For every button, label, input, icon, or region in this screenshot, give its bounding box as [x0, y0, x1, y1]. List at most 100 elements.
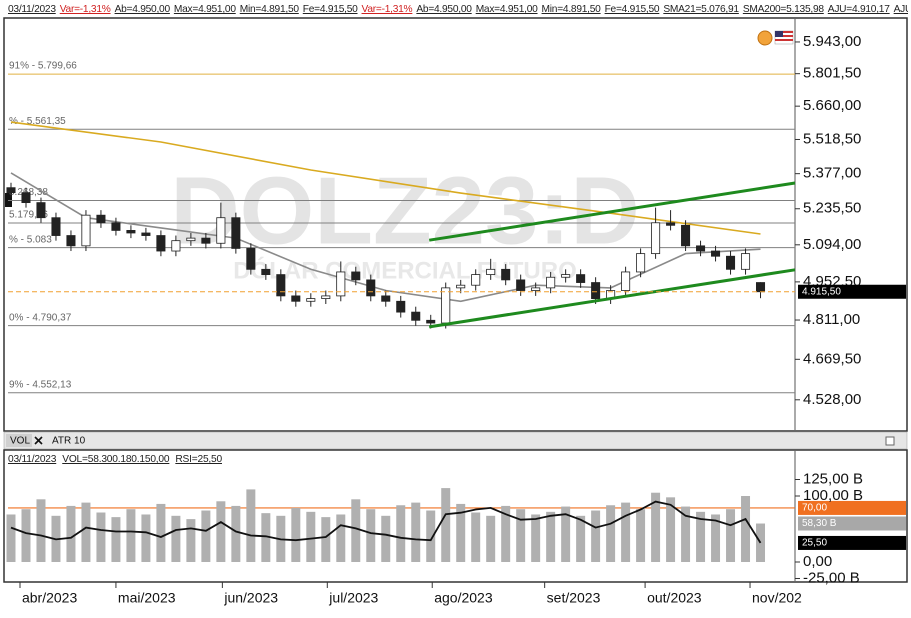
candle-body — [681, 224, 691, 247]
y-tick-label: 5.377,00 — [803, 165, 861, 182]
quote-header: 03/11/2023 Var=-1,31% Ab=4.950,00 Max=4.951… — [8, 4, 908, 15]
panel-maximize-icon[interactable] — [885, 436, 895, 446]
volume-bar — [366, 509, 376, 562]
volume-bar — [261, 513, 271, 562]
volume-bar — [66, 505, 76, 562]
volume-bar — [561, 506, 571, 562]
candle-body — [696, 245, 706, 252]
candle-body — [531, 287, 541, 291]
candle-body — [186, 237, 196, 242]
volume-bar — [726, 509, 736, 562]
candle-body — [6, 187, 16, 194]
rsi-line — [10, 500, 762, 544]
last-value-box — [798, 516, 906, 531]
fib-label: 0% - 4.790,37 — [9, 312, 72, 323]
candle-body — [231, 217, 241, 249]
indicator-header: 03/11/2023 VOL=58.300.180.150,00 RSI=25,50 — [8, 454, 228, 465]
candle-body — [381, 295, 391, 302]
volume-bar — [441, 488, 451, 562]
candle-body — [471, 274, 481, 286]
candle-body — [351, 271, 361, 281]
quote-field: SMA21=5.076,91 — [663, 4, 739, 15]
x-tick-label: jun/2023 — [223, 590, 278, 606]
candle-body — [276, 274, 286, 297]
candle-body — [501, 268, 511, 281]
last-value-label: 25,50 — [802, 538, 827, 549]
quote-field: Var=-1,31% — [361, 4, 413, 15]
volume-bar — [471, 512, 481, 562]
y-tick-label: 4.528,00 — [803, 391, 861, 408]
candle-body — [36, 202, 46, 219]
volume-bar — [741, 496, 751, 562]
y2-tick-label: 70,00 — [802, 503, 827, 514]
quote-field: Var=-1,31% — [59, 4, 111, 15]
volume-bar — [411, 502, 421, 562]
candle-body — [636, 253, 646, 273]
candle-body — [246, 248, 256, 270]
fib-label: % - 5.561,35 — [9, 116, 66, 127]
volume-bar — [186, 519, 196, 562]
expand-handle[interactable] — [5, 193, 12, 207]
volume-bar — [396, 505, 406, 562]
fib-label: % - 5.083 — [9, 234, 52, 245]
x-tick-label: set/2023 — [547, 590, 601, 606]
y-tick-label: 5.943,00 — [803, 33, 861, 50]
tab-label[interactable]: ATR 10 — [52, 436, 86, 447]
candle-body — [66, 235, 76, 247]
quote-field: Min=4.891,50 — [239, 4, 299, 15]
last-value-box — [798, 535, 906, 550]
x-tick-label: nov/202 — [752, 590, 802, 606]
candle-body — [591, 282, 601, 299]
price-panel — [3, 17, 908, 432]
quote-field: 03/11/2023 — [8, 4, 56, 15]
indicator-field: RSI=25,50 — [175, 454, 222, 465]
quote-field: Fe=4.915,50 — [302, 4, 358, 15]
y-tick-label: 5.518,50 — [803, 130, 861, 147]
volume-bar — [456, 503, 466, 562]
candle-body — [216, 217, 226, 244]
volume-bar — [381, 515, 391, 562]
volume-bar — [291, 507, 301, 562]
volume-bar — [426, 510, 436, 562]
volume-bar — [711, 514, 721, 562]
x-tick-label: abr/2023 — [22, 590, 77, 606]
quote-field: Min=4.891,50 — [541, 4, 601, 15]
candle-body — [621, 271, 631, 291]
volume-bar — [576, 515, 586, 562]
quote-field: Ab=4.950,00 — [416, 4, 472, 15]
volume-bar — [96, 512, 106, 562]
quote-field: Max=4.951,00 — [475, 4, 538, 15]
volume-bar — [81, 502, 91, 562]
volume-bar — [501, 505, 511, 562]
tab-bar — [3, 431, 908, 450]
candle-body — [51, 217, 61, 236]
candle-body — [366, 279, 376, 297]
y-tick-label: 4.811,00 — [803, 311, 860, 328]
y-tick-label: -25,00 B — [803, 569, 860, 586]
candle-body — [396, 300, 406, 313]
volume-bar — [636, 509, 646, 562]
candle-body — [516, 279, 526, 291]
candle-body — [441, 287, 451, 324]
rsi-level-box — [798, 500, 906, 515]
volume-bar — [651, 492, 661, 562]
quote-field: AJU=4 — [893, 4, 908, 15]
quote-field: Max=4.951,00 — [173, 4, 236, 15]
x-tick-label: ago/2023 — [434, 590, 493, 606]
volume-bar — [36, 499, 46, 562]
tab-label[interactable]: VOL — [10, 436, 30, 447]
fib-label: 5.179,06 — [9, 210, 48, 221]
volume-bar — [486, 515, 496, 562]
tab-close-icon[interactable] — [34, 436, 43, 445]
volume-bar — [246, 489, 256, 562]
volume-bar — [156, 503, 166, 562]
candle-body — [261, 268, 271, 275]
tab-vol[interactable] — [6, 434, 32, 447]
y-tick-label: 125,00 B — [803, 470, 863, 487]
volume-bar — [666, 497, 676, 562]
candle-body — [486, 268, 496, 275]
last-value-label: 58,30 B — [802, 518, 837, 529]
candle-body — [96, 214, 106, 224]
